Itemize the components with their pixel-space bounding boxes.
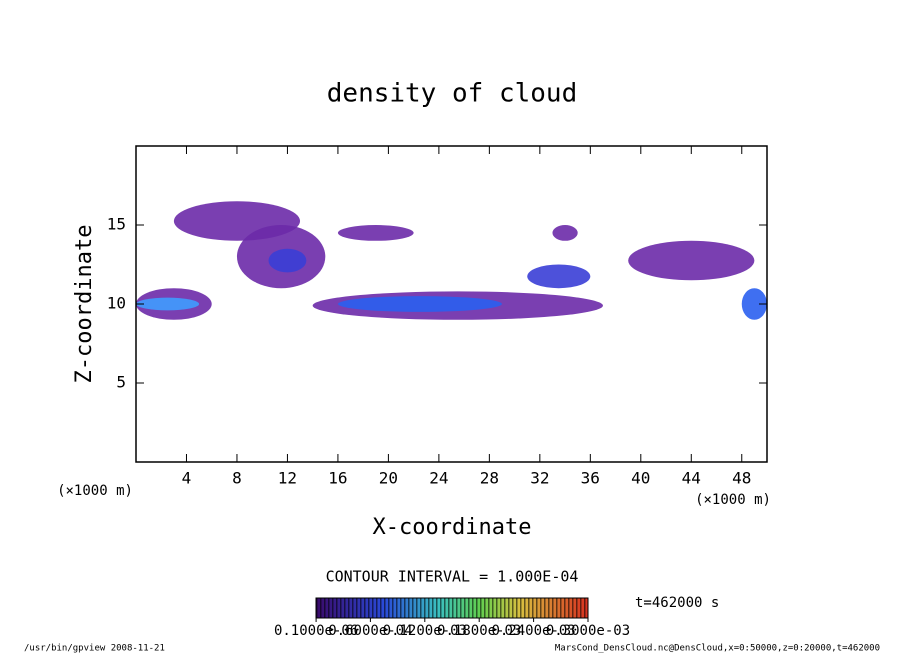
contour-interval: CONTOUR INTERVAL = 1.000E-04 bbox=[326, 568, 579, 586]
colorbar-tick-label: 0.3000e-03 bbox=[546, 623, 630, 639]
y-unit: (×1000 m) bbox=[57, 483, 133, 499]
x-tick-label: 48 bbox=[732, 469, 751, 488]
colorbar-tick-label: 0.2400e-03 bbox=[491, 623, 575, 639]
x-tick-label: 40 bbox=[631, 469, 650, 488]
x-tick-label: 16 bbox=[328, 469, 347, 488]
x-unit: (×1000 m) bbox=[695, 492, 771, 508]
x-tick-label: 32 bbox=[530, 469, 549, 488]
cloud-region bbox=[552, 225, 578, 241]
y-tick-label: 5 bbox=[116, 373, 126, 392]
x-tick-label: 28 bbox=[480, 469, 499, 488]
x-tick-label: 12 bbox=[278, 469, 297, 488]
colorbar-tick-label: 0.1000e-06 bbox=[274, 623, 358, 639]
footer-left: /usr/bin/gpview 2008-11-21 bbox=[24, 644, 165, 654]
footer-right: MarsCond_DensCloud.nc@DensCloud,x=0:5000… bbox=[555, 644, 880, 654]
time-label: t=462000 s bbox=[635, 595, 719, 611]
y-axis-label: Z-coordinate bbox=[72, 225, 97, 384]
x-tick-label: 44 bbox=[682, 469, 701, 488]
cloud-region bbox=[136, 297, 200, 311]
cloud-region bbox=[741, 288, 767, 320]
colorbar-tick-label: 0.6000e-04 bbox=[328, 623, 412, 639]
x-tick-label: 36 bbox=[581, 469, 600, 488]
x-tick-label: 20 bbox=[379, 469, 398, 488]
cloud-region bbox=[628, 240, 755, 281]
y-tick-label: 15 bbox=[107, 215, 126, 234]
x-axis-label: X-coordinate bbox=[373, 515, 532, 540]
colorbar-tick-label: 0.1200e-03 bbox=[383, 623, 467, 639]
colorbar-tick-label: 0.1800e-03 bbox=[437, 623, 521, 639]
y-tick-label: 10 bbox=[107, 294, 126, 313]
cloud-region bbox=[337, 296, 502, 312]
colorbar-hatch bbox=[316, 598, 588, 618]
chart-title: density of cloud bbox=[327, 79, 577, 109]
x-tick-label: 4 bbox=[182, 469, 192, 488]
x-tick-label: 24 bbox=[429, 469, 448, 488]
cloud-region bbox=[268, 248, 307, 273]
cloud-region bbox=[337, 225, 414, 241]
x-tick-label: 8 bbox=[232, 469, 242, 488]
cloud-region bbox=[527, 264, 591, 289]
